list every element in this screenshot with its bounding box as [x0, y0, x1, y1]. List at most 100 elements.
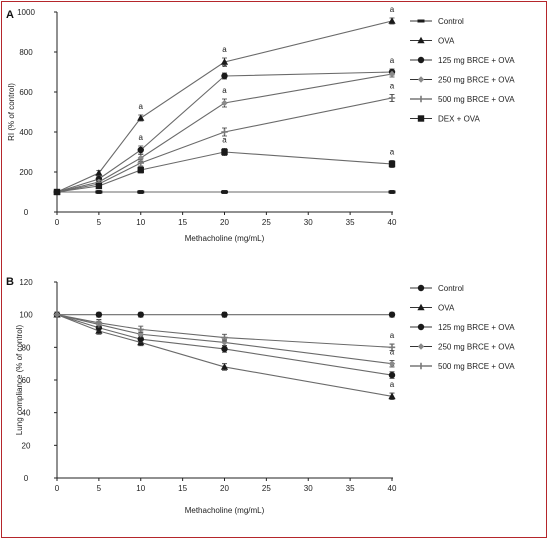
data-point	[388, 17, 396, 24]
significance-annotation: a	[390, 147, 395, 156]
y-axis-title: RI (% of control)	[7, 83, 16, 141]
data-point	[53, 188, 61, 196]
data-point	[137, 166, 144, 174]
legend-marker	[417, 343, 425, 350]
data-point	[220, 58, 229, 65]
legend-marker	[417, 303, 425, 311]
data-point	[221, 148, 228, 156]
data-point	[95, 190, 103, 194]
data-point	[137, 159, 144, 167]
x-tick-label: 0	[55, 218, 60, 227]
chart-panel-A: A0 5 10 15 20 25 30 35 4002004006008001000Methac…	[6, 5, 515, 243]
data-point	[388, 371, 396, 379]
chart-panel-B: B 0 5 10 15 20 25 30 35 40 0 20 40 60 80 100 120 Methacho…	[6, 276, 515, 515]
data-point	[388, 190, 396, 194]
series-2: a a a	[53, 56, 396, 196]
legend-label: 125 mg BRCE + OVA	[438, 56, 515, 65]
legend-label: Control	[438, 17, 464, 26]
x-tick-label: 30	[304, 218, 313, 227]
data-point	[221, 345, 228, 353]
y-tick-label: 40	[22, 409, 31, 418]
x-tick-label: 15	[178, 218, 187, 227]
significance-annotation: a	[390, 5, 395, 14]
data-point	[221, 72, 228, 80]
data-point	[137, 190, 145, 194]
data-point	[95, 182, 103, 190]
x-tick-label: 40	[388, 484, 397, 493]
significance-annotation: a	[222, 135, 227, 144]
legend-label: OVA	[438, 304, 455, 313]
data-point	[221, 99, 228, 107]
series-0	[53, 190, 396, 194]
data-point	[221, 334, 228, 341]
significance-annotation: a	[222, 45, 227, 54]
significance-annotation: a	[390, 347, 395, 356]
x-tick-label: 35	[346, 218, 355, 227]
significance-annotation: a	[222, 86, 227, 95]
y-tick-label: 20	[22, 441, 31, 450]
x-tick-label: 15	[178, 484, 187, 493]
legend-marker	[417, 36, 425, 44]
x-tick-label: 25	[262, 484, 271, 493]
series-line	[56, 151, 393, 193]
x-tick-label: 20	[220, 218, 229, 227]
x-tick-label: 40	[388, 218, 397, 227]
y-tick-label: 200	[19, 168, 33, 177]
data-point	[388, 392, 396, 400]
legend-label: Control	[438, 284, 464, 293]
legend: Control OVA 125 mg BRCE + OVA 250 mg BRCE +…	[410, 17, 515, 124]
legend-marker	[417, 19, 425, 23]
significance-annotation: a	[222, 60, 227, 69]
data-point	[53, 311, 61, 318]
legend-marker	[417, 56, 425, 64]
legend-label: 250 mg BRCE + OVA	[438, 343, 515, 352]
y-tick-label: 120	[19, 278, 33, 287]
y-tick-label: 60	[22, 376, 31, 385]
legend-marker	[417, 95, 425, 103]
significance-annotation: a	[139, 133, 144, 142]
legend-marker	[417, 115, 425, 122]
data-point	[220, 363, 229, 370]
significance-annotation: a	[390, 56, 395, 65]
data-point	[137, 311, 144, 318]
y-tick-label: 100	[19, 311, 33, 320]
y-tick-label: 400	[19, 128, 33, 137]
series-4: a	[53, 311, 396, 351]
x-tick-label: 5	[97, 484, 102, 493]
series-3: a	[53, 311, 396, 368]
x-tick-label: 25	[262, 218, 271, 227]
data-point	[137, 146, 144, 154]
x-tick-label: 35	[346, 484, 355, 493]
data-point	[388, 311, 396, 318]
data-point	[221, 128, 228, 136]
legend-marker	[417, 284, 425, 292]
x-tick-label: 30	[304, 484, 313, 493]
y-tick-label: 0	[24, 208, 29, 217]
data-point	[221, 311, 228, 318]
x-axis-title: Methacholine (mg/mL)	[185, 506, 265, 515]
legend-marker	[417, 323, 425, 331]
legend-label: 500 mg BRCE + OVA	[438, 95, 515, 104]
significance-annotation: a	[390, 380, 395, 389]
series-0	[53, 311, 396, 318]
data-point	[95, 319, 103, 327]
data-point	[221, 190, 228, 194]
legend-label: OVA	[438, 37, 455, 46]
x-tick-label: 10	[136, 484, 145, 493]
panel-label: B	[6, 276, 14, 288]
significance-annotation: a	[390, 331, 395, 340]
y-tick-label: 800	[19, 48, 33, 57]
data-point	[95, 311, 103, 318]
panel-label: A	[6, 9, 14, 21]
data-point	[388, 360, 396, 367]
significance-annotation: a	[390, 81, 395, 90]
data-point	[388, 160, 396, 168]
y-tick-label: 80	[22, 343, 31, 352]
legend-marker	[417, 76, 425, 83]
legend-label: 250 mg BRCE + OVA	[438, 76, 515, 85]
y-tick-label: 1000	[17, 8, 35, 17]
legend-label: 125 mg BRCE + OVA	[438, 323, 515, 332]
series-line	[56, 97, 393, 193]
